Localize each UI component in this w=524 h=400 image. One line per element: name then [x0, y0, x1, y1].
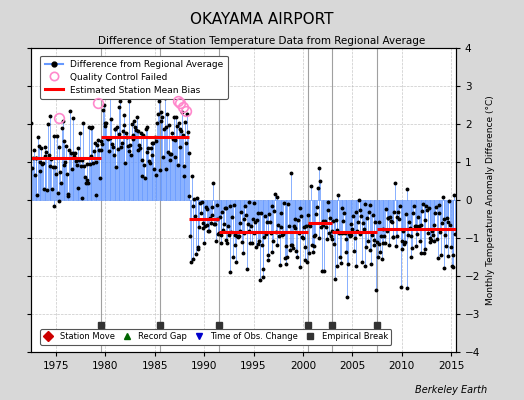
Text: OKAYAMA AIRPORT: OKAYAMA AIRPORT: [190, 12, 334, 27]
Legend: Station Move, Record Gap, Time of Obs. Change, Empirical Break: Station Move, Record Gap, Time of Obs. C…: [40, 329, 391, 345]
Text: Difference of Station Temperature Data from Regional Average: Difference of Station Temperature Data f…: [99, 36, 425, 46]
Y-axis label: Monthly Temperature Anomaly Difference (°C): Monthly Temperature Anomaly Difference (…: [486, 95, 495, 305]
Text: Berkeley Earth: Berkeley Earth: [415, 385, 487, 395]
